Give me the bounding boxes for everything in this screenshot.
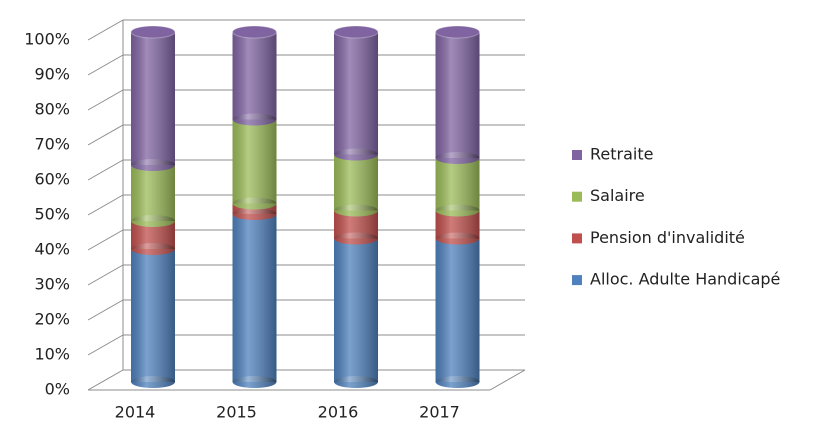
y-tick-label: 60% (34, 170, 70, 189)
x-tick-label: 2017 (419, 403, 460, 422)
y-tick-label: 0% (45, 380, 70, 399)
y-tick-label: 90% (34, 65, 70, 84)
cylinder-bottom-shade (334, 376, 379, 388)
grid-diagonal (87, 264, 124, 286)
y-tick-label: 10% (34, 345, 70, 364)
cylinder-bottom-shade (334, 232, 379, 245)
grid-diagonal (87, 159, 124, 181)
grid-diagonal (87, 19, 124, 41)
cylinder-bottom-shade (131, 159, 175, 171)
legend-swatch (572, 191, 582, 202)
cylinder-shade (435, 158, 480, 211)
cylinder-bottom-shade (435, 232, 480, 245)
cylinder-bottom-shade (232, 113, 277, 126)
grid-diagonal (87, 334, 124, 356)
floor-edge (489, 369, 526, 391)
cylinder-shade (131, 32, 175, 165)
cylinder-shade (334, 154, 379, 211)
cylinder-top (232, 25, 278, 39)
y-tick-label: 100% (24, 30, 70, 49)
cylinder-top (333, 25, 379, 39)
cylinder-bottom-shade (232, 376, 277, 388)
grid-diagonal (87, 229, 124, 251)
cylinder-shade (334, 32, 379, 155)
grid-diagonal (87, 369, 124, 391)
cylinder-shade (232, 214, 277, 382)
cylinder-shade (435, 238, 480, 382)
cylinder-bottom-shade (232, 197, 277, 210)
cylinder-bottom-shade (435, 204, 480, 217)
y-tick-label: 40% (34, 240, 70, 259)
cylinder-shade (232, 32, 277, 120)
grid-diagonal (87, 124, 124, 146)
cylinder-top (130, 25, 176, 39)
y-tick-label: 20% (34, 310, 70, 329)
legend-label: Alloc. Adulte Handicapé (590, 270, 780, 289)
legend-swatch (572, 233, 582, 244)
cylinder-bottom-shade (435, 152, 480, 164)
cylinder-bottom-shade (131, 376, 175, 388)
cylinder-shade (435, 32, 480, 158)
legend-label: Pension d'invalidité (590, 228, 745, 247)
grid-diagonal (87, 54, 124, 76)
y-tick-label: 50% (34, 205, 70, 224)
legend-label: Salaire (590, 186, 645, 205)
grid-diagonal (87, 194, 124, 216)
y-tick-label: 80% (34, 100, 70, 119)
legend-swatch (572, 150, 582, 160)
cylinder-top (435, 25, 481, 39)
cylinder-bottom-shade (131, 243, 175, 255)
cylinder-bottom-shade (435, 376, 480, 388)
cylinder-bottom-shade (232, 208, 277, 220)
y-tick-label: 30% (34, 275, 70, 294)
x-tick-label: 2014 (115, 403, 156, 422)
cylinder-bottom-shade (131, 215, 175, 227)
cylinder-bottom-shade (334, 204, 379, 217)
legend-swatch (572, 275, 582, 286)
cylinder-bottom-shade (334, 148, 379, 161)
legend-label: Retraite (590, 145, 653, 164)
cylinder-shade (334, 238, 379, 382)
grid-diagonal (87, 89, 124, 111)
x-tick-label: 2015 (216, 403, 257, 422)
cylinder-shade (131, 165, 175, 221)
cylinder-shade (232, 119, 277, 204)
grid-diagonal (87, 299, 124, 321)
x-tick-label: 2016 (318, 403, 359, 422)
cylinder-shade (131, 249, 175, 382)
y-tick-label: 70% (34, 135, 70, 154)
